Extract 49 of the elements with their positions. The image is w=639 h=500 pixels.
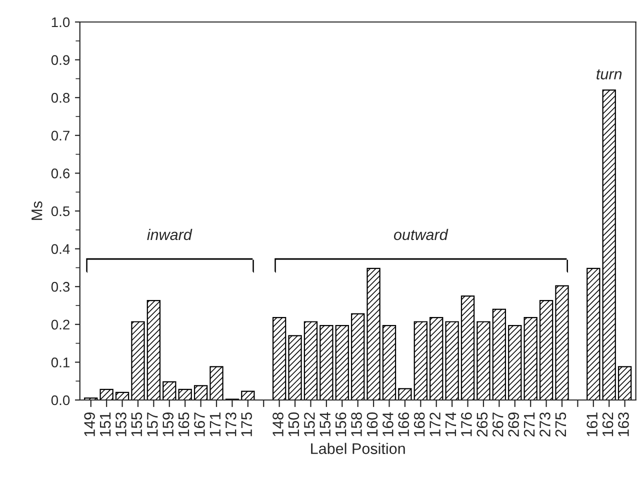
x-tick-label: 158 xyxy=(351,412,362,436)
y-axis-title: Ms xyxy=(32,201,42,220)
x-tick-label: 165 xyxy=(178,412,190,436)
y-tick-label: 1.0 xyxy=(52,17,70,28)
x-tick-label: 157 xyxy=(147,412,158,436)
x-tick-label: 265 xyxy=(476,412,488,437)
x-tick-label: 166 xyxy=(398,412,410,436)
y-tick-label: 0.0 xyxy=(51,395,70,406)
y-tick-label: 0.2 xyxy=(51,320,70,330)
x-tick-label: 273 xyxy=(540,412,550,437)
x-tick-label: 167 xyxy=(194,412,205,436)
x-tick-label: 175 xyxy=(241,412,252,436)
x-tick-label: 164 xyxy=(382,412,394,436)
x-tick-label: 269 xyxy=(508,412,519,437)
x-tick-label: 275 xyxy=(555,412,566,437)
x-tick-label: 161 xyxy=(586,412,598,436)
x-tick-label: 172 xyxy=(430,412,440,436)
x-tick-label: 152 xyxy=(304,412,315,436)
x-tick-label: 267 xyxy=(492,412,504,437)
y-tick-label: 0.9 xyxy=(51,55,70,65)
y-tick-label: 0.8 xyxy=(51,92,70,103)
x-tick-label: 148 xyxy=(272,412,284,436)
y-tick-label: 0.1 xyxy=(51,358,70,368)
x-tick-label: 163 xyxy=(618,412,629,436)
x-axis-title: Label Position xyxy=(311,442,405,454)
annotation: outward xyxy=(394,228,448,240)
x-tick-label: 168 xyxy=(414,412,425,436)
x-tick-label: 162 xyxy=(602,412,614,436)
x-tick-label: 151 xyxy=(100,412,111,436)
x-tick-label: 173 xyxy=(225,412,236,436)
x-tick-label: 174 xyxy=(446,412,456,436)
y-tick-label: 0.3 xyxy=(51,282,70,292)
annotation: inward xyxy=(147,228,192,240)
x-tick-label: 160 xyxy=(366,412,378,436)
x-tick-label: 149 xyxy=(84,412,95,436)
x-tick-label: 155 xyxy=(131,412,142,436)
x-tick-label: 176 xyxy=(461,412,472,436)
x-tick-label: 271 xyxy=(524,412,535,437)
y-tick-label: 0.5 xyxy=(51,206,70,216)
x-tick-label: 159 xyxy=(162,412,174,436)
x-tick-label: 153 xyxy=(116,412,126,436)
y-tick-label: 0.4 xyxy=(51,244,70,254)
x-tick-label: 171 xyxy=(210,412,220,436)
x-tick-label: 156 xyxy=(335,412,346,436)
x-tick-label: 150 xyxy=(288,412,300,436)
y-tick-label: 0.6 xyxy=(51,168,70,178)
x-tick-label: 154 xyxy=(320,412,331,436)
annotation: turn xyxy=(596,69,622,80)
y-tick-label: 0.7 xyxy=(51,130,70,141)
